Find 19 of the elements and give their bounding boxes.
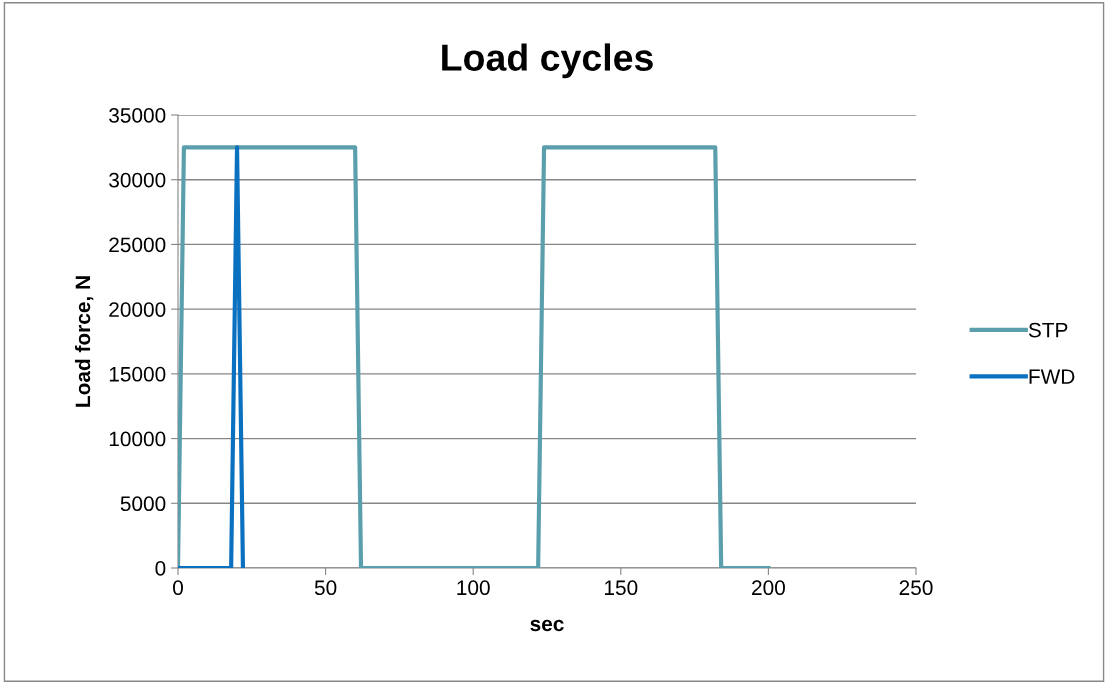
y-tick-label: 5000 bbox=[120, 496, 166, 512]
y-tick-label: 0 bbox=[155, 561, 166, 576]
legend-label: FWD bbox=[1029, 369, 1075, 384]
x-tick-label: 250 bbox=[899, 580, 933, 596]
x-tick-label: 150 bbox=[605, 580, 638, 596]
y-tick-label: 25000 bbox=[109, 237, 166, 253]
chart-title: Load cycles bbox=[442, 43, 653, 79]
legend-label: STP bbox=[1028, 322, 1068, 338]
y-tick-label: 10000 bbox=[109, 431, 166, 447]
x-tick-label: 200 bbox=[752, 580, 785, 596]
x-axis-title: sec bbox=[530, 619, 564, 632]
x-tick-label: 100 bbox=[457, 580, 490, 596]
x-tick-label: 50 bbox=[314, 580, 337, 596]
y-tick-label: 30000 bbox=[109, 172, 166, 188]
y-tick-label: 15000 bbox=[109, 366, 166, 382]
y-tick-label: 35000 bbox=[109, 108, 166, 123]
y-tick-label: 20000 bbox=[109, 302, 166, 317]
y-axis-title: Load force, N bbox=[74, 276, 94, 407]
x-tick-label: 0 bbox=[173, 580, 183, 596]
